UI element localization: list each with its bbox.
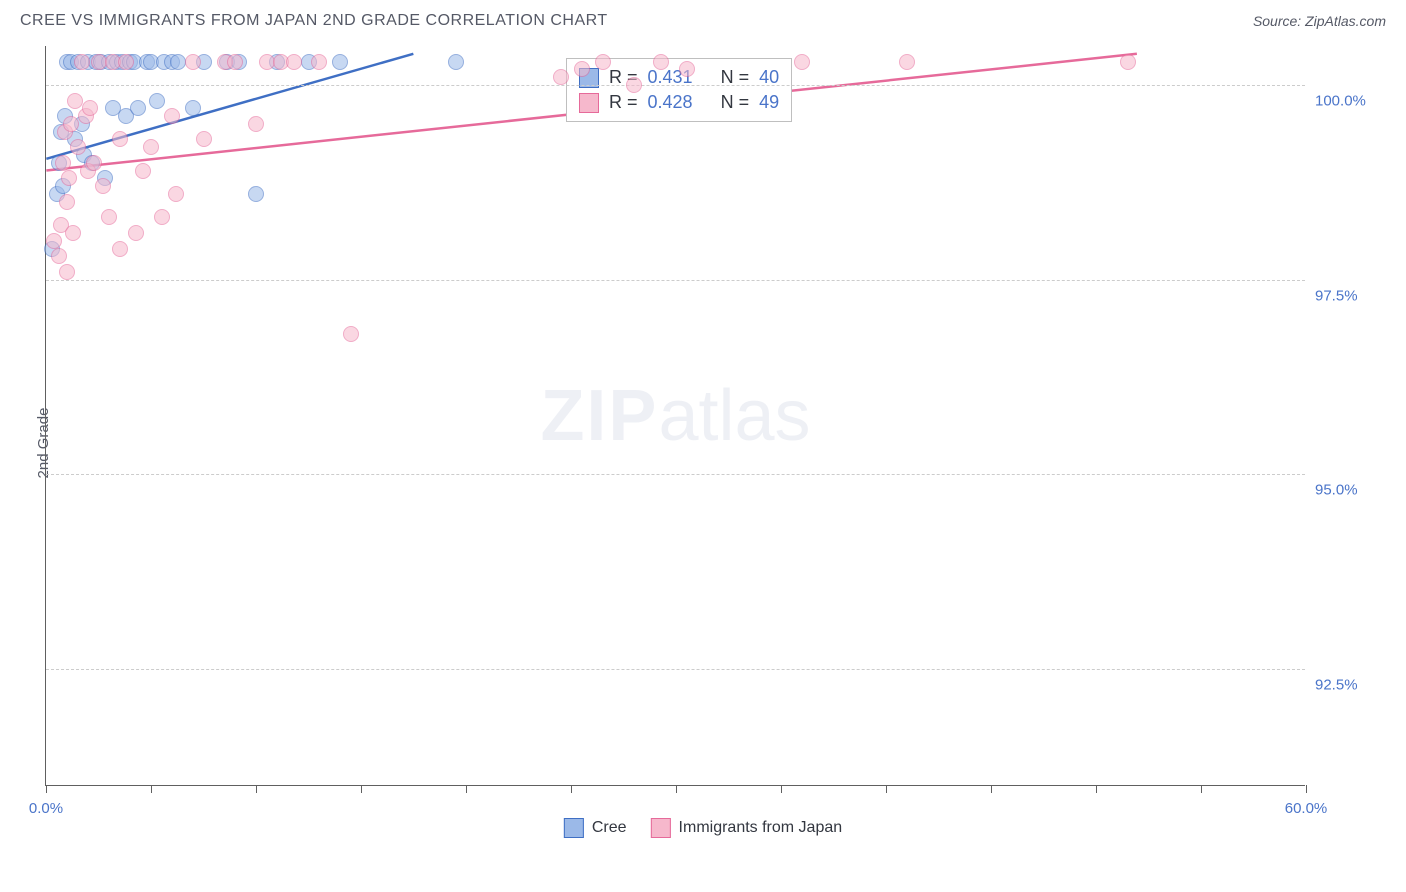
gridline-h [46, 280, 1305, 281]
legend-swatch [651, 818, 671, 838]
plot-area: ZIPatlas R =0.431N =40R =0.428N =49 92.5… [45, 46, 1305, 786]
legend-item: Cree [564, 818, 627, 838]
scatter-point [248, 186, 264, 202]
scatter-point [135, 163, 151, 179]
scatter-point [143, 139, 159, 155]
scatter-point [61, 170, 77, 186]
y-tick-label: 95.0% [1315, 482, 1395, 499]
scatter-point [448, 54, 464, 70]
n-label: N = [721, 92, 750, 113]
x-tick [1096, 785, 1097, 793]
scatter-point [185, 100, 201, 116]
scatter-point [196, 131, 212, 147]
scatter-point [595, 54, 611, 70]
scatter-point [91, 54, 107, 70]
n-value: 49 [759, 92, 779, 113]
watermark-bold: ZIP [540, 376, 658, 456]
x-tick [991, 785, 992, 793]
chart-container: 2nd Grade ZIPatlas R =0.431N =40R =0.428… [0, 38, 1406, 848]
scatter-point [626, 77, 642, 93]
watermark: ZIPatlas [540, 375, 810, 457]
scatter-point [70, 139, 86, 155]
scatter-point [149, 93, 165, 109]
scatter-point [128, 225, 144, 241]
scatter-point [154, 209, 170, 225]
scatter-point [65, 225, 81, 241]
x-tick [886, 785, 887, 793]
scatter-point [63, 116, 79, 132]
x-tick [46, 785, 47, 793]
watermark-light: atlas [658, 376, 810, 456]
scatter-point [55, 155, 71, 171]
scatter-point [101, 209, 117, 225]
y-tick-label: 92.5% [1315, 677, 1395, 694]
scatter-point [170, 54, 186, 70]
source-attribution: Source: ZipAtlas.com [1253, 13, 1386, 29]
x-tick-label: 60.0% [1285, 800, 1328, 817]
scatter-point [130, 100, 146, 116]
legend-item: Immigrants from Japan [651, 818, 843, 838]
chart-title: CREE VS IMMIGRANTS FROM JAPAN 2ND GRADE … [20, 12, 608, 30]
scatter-point [679, 61, 695, 77]
x-tick [1306, 785, 1307, 793]
scatter-point [311, 54, 327, 70]
x-tick [151, 785, 152, 793]
scatter-point [248, 116, 264, 132]
legend-label: Cree [592, 819, 627, 837]
scatter-point [112, 131, 128, 147]
scatter-point [74, 54, 90, 70]
scatter-point [286, 54, 302, 70]
scatter-point [574, 61, 590, 77]
x-tick [466, 785, 467, 793]
gridline-h [46, 669, 1305, 670]
scatter-point [168, 186, 184, 202]
scatter-point [185, 54, 201, 70]
scatter-point [1120, 54, 1136, 70]
r-label: R = [609, 92, 638, 113]
scatter-point [51, 248, 67, 264]
gridline-h [46, 85, 1305, 86]
scatter-point [653, 54, 669, 70]
x-tick [256, 785, 257, 793]
series-swatch [579, 93, 599, 113]
scatter-point [46, 233, 62, 249]
scatter-point [118, 54, 134, 70]
x-tick-label: 0.0% [29, 800, 63, 817]
x-tick [781, 785, 782, 793]
header: CREE VS IMMIGRANTS FROM JAPAN 2ND GRADE … [0, 0, 1406, 38]
scatter-point [82, 100, 98, 116]
trend-lines [46, 46, 1305, 785]
scatter-point [259, 54, 275, 70]
x-tick [361, 785, 362, 793]
x-tick [1201, 785, 1202, 793]
stats-row: R = 0.428 N = 49 [579, 90, 779, 115]
y-tick-label: 100.0% [1315, 92, 1395, 109]
x-tick [571, 785, 572, 793]
scatter-point [899, 54, 915, 70]
scatter-point [553, 69, 569, 85]
gridline-h [46, 474, 1305, 475]
scatter-point [794, 54, 810, 70]
scatter-point [95, 178, 111, 194]
scatter-point [112, 241, 128, 257]
scatter-point [227, 54, 243, 70]
scatter-point [67, 93, 83, 109]
scatter-point [332, 54, 348, 70]
legend-label: Immigrants from Japan [679, 819, 843, 837]
scatter-point [86, 155, 102, 171]
y-tick-label: 97.5% [1315, 287, 1395, 304]
legend: Cree Immigrants from Japan [564, 818, 842, 838]
legend-swatch [564, 818, 584, 838]
r-value: 0.428 [648, 92, 693, 113]
scatter-point [59, 194, 75, 210]
scatter-point [164, 108, 180, 124]
scatter-point [59, 264, 75, 280]
scatter-point [343, 326, 359, 342]
x-tick [676, 785, 677, 793]
